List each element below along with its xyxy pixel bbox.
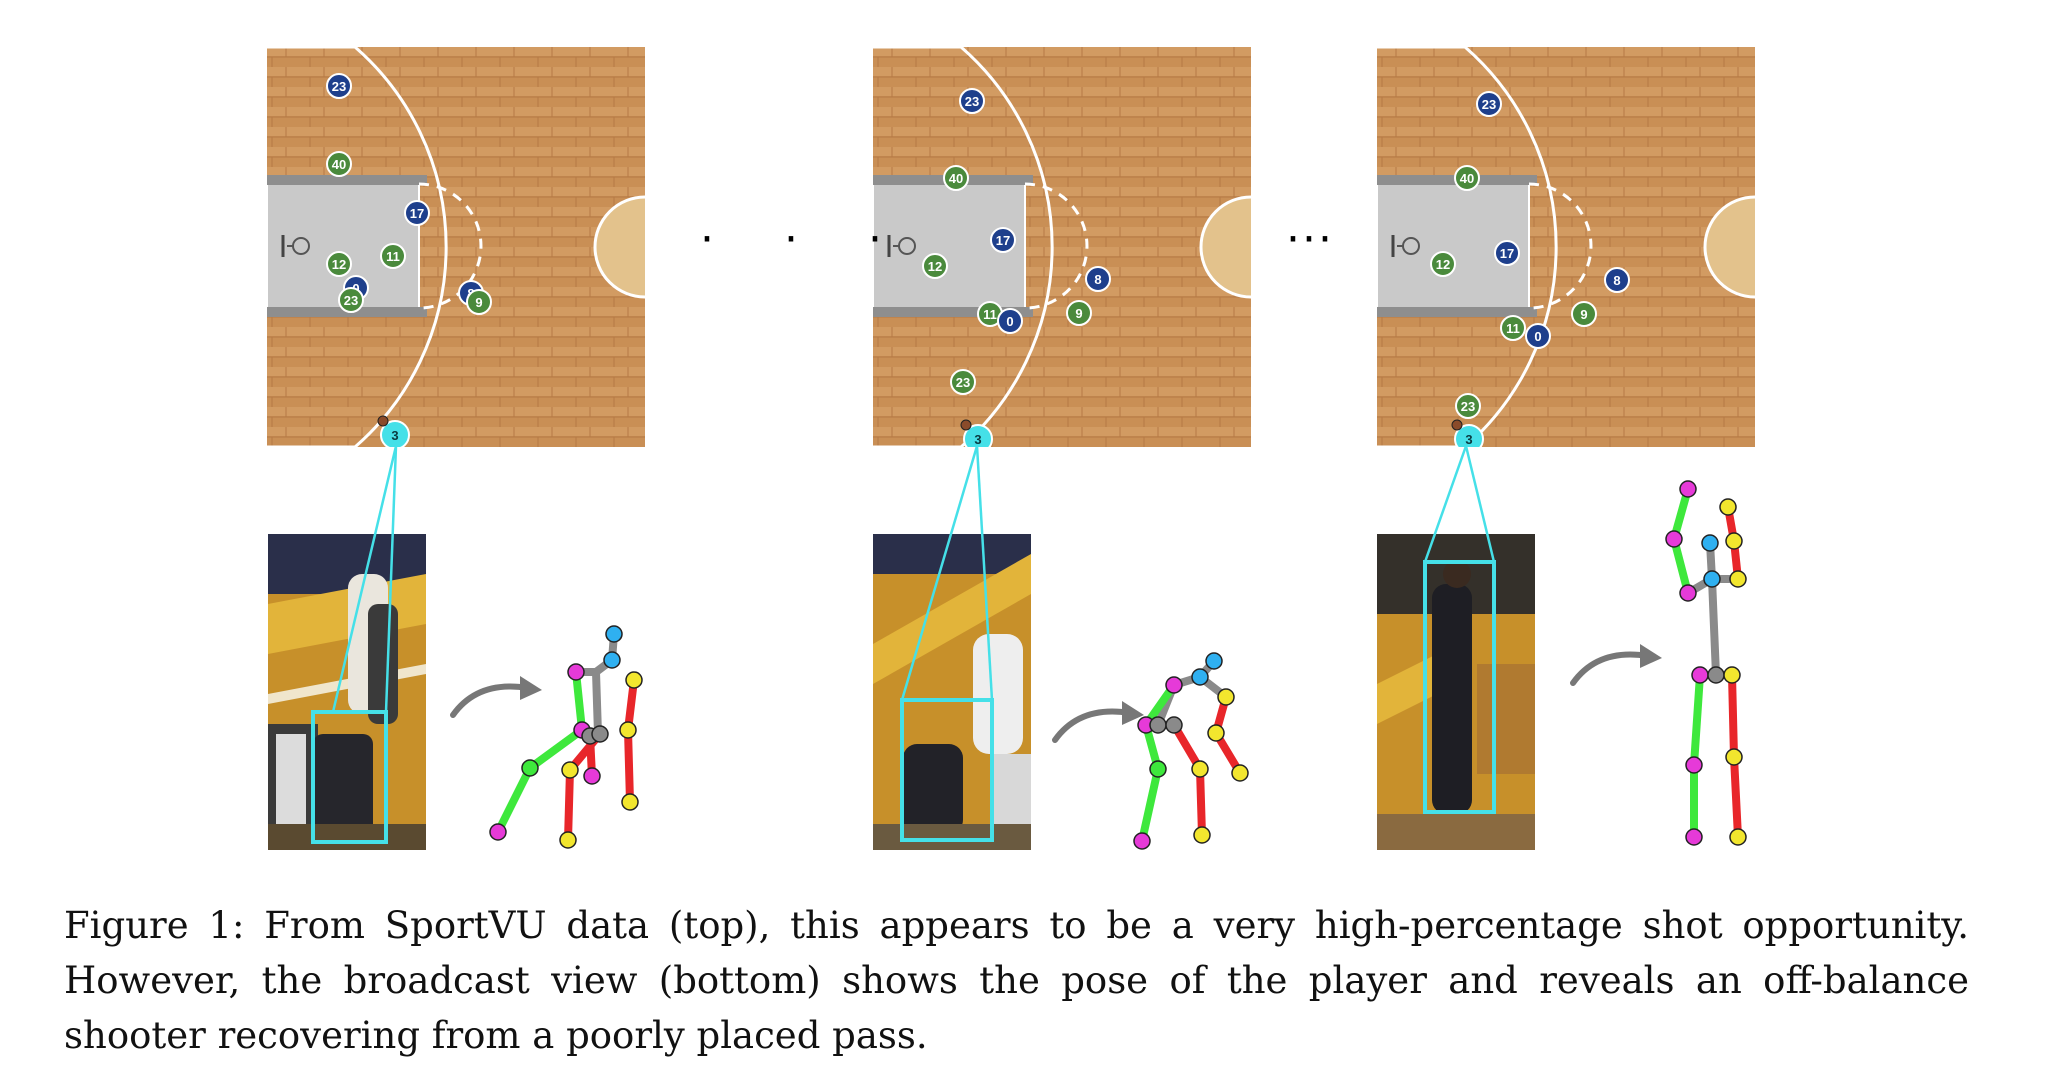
player-number-label: 3 xyxy=(974,432,981,447)
court-svg: 2340171211023893 xyxy=(267,47,645,447)
player-token-green: 23 xyxy=(1455,393,1481,419)
player-number-label: 3 xyxy=(391,428,398,443)
player-token-green: 23 xyxy=(950,369,976,395)
player-number-label: 8 xyxy=(1613,273,1620,288)
player-number-label: 11 xyxy=(386,249,400,264)
player-number-label: 9 xyxy=(1580,307,1587,322)
player-number-label: 40 xyxy=(949,171,963,186)
player-number-label: 40 xyxy=(1460,171,1474,186)
pose-skeleton-1 xyxy=(480,610,660,860)
player-token-green: 9 xyxy=(1066,300,1092,326)
curved-arrow-icon xyxy=(1052,701,1144,743)
ellipsis-separator-1: · · · xyxy=(700,214,910,265)
player-number-label: 40 xyxy=(332,157,346,172)
player-number-label: 17 xyxy=(996,233,1010,248)
player-token-green: 23 xyxy=(338,287,364,313)
player-token-green: 12 xyxy=(326,251,352,277)
player-token-green: 11 xyxy=(1500,315,1526,341)
player-number-label: 0 xyxy=(1534,329,1541,344)
player-token-green: 9 xyxy=(466,289,492,315)
player-number-label: 17 xyxy=(1500,246,1514,261)
player-number-label: 9 xyxy=(1075,306,1082,321)
court-diagram-1: 2340171211023893 xyxy=(267,47,645,447)
player-number-label: 9 xyxy=(475,295,482,310)
player-token-blue: 8 xyxy=(1604,267,1630,293)
broadcast-photo-2 xyxy=(873,534,1031,850)
player-number-label: 23 xyxy=(956,375,970,390)
court-diagram-2: 23 40 17 12 8 9 11 0 23 3 xyxy=(873,47,1251,447)
player-token-blue: 8 xyxy=(1085,266,1111,292)
player-token-blue: 17 xyxy=(990,227,1016,253)
player-number-label: 23 xyxy=(1482,97,1496,112)
player-number-label: 0 xyxy=(1006,314,1013,329)
player-token-blue: 0 xyxy=(997,308,1023,334)
player-token-blue: 17 xyxy=(1494,240,1520,266)
player-number-label: 23 xyxy=(1461,399,1475,414)
court-svg: 23 40 17 12 8 9 11 0 23 3 xyxy=(873,47,1251,447)
curved-arrow-icon xyxy=(1570,644,1662,686)
player-token-cyan: 3 xyxy=(1454,424,1484,447)
ellipsis-separator-2: ··· xyxy=(1286,214,1334,265)
player-number-label: 17 xyxy=(410,206,424,221)
player-token-blue: 23 xyxy=(1476,91,1502,117)
player-token-blue: 17 xyxy=(404,200,430,226)
player-token-green: 11 xyxy=(380,243,406,269)
player-token-blue: 23 xyxy=(959,88,985,114)
player-number-label: 3 xyxy=(1465,432,1472,447)
player-number-label: 12 xyxy=(928,259,942,274)
player-number-label: 12 xyxy=(1436,257,1450,272)
player-token-cyan: 3 xyxy=(380,420,410,447)
player-number-label: 11 xyxy=(983,307,997,322)
player-token-green: 40 xyxy=(1454,165,1480,191)
player-token-green: 40 xyxy=(326,151,352,177)
ball-icon xyxy=(377,415,389,427)
player-token-blue: 23 xyxy=(326,73,352,99)
pose-skeleton-3 xyxy=(1650,475,1770,855)
ball-icon xyxy=(960,419,972,431)
broadcast-photo-1 xyxy=(268,534,426,850)
figure-caption: Figure 1: From SportVU data (top), this … xyxy=(64,904,1969,1057)
player-token-cyan: 3 xyxy=(963,424,993,447)
player-number-label: 23 xyxy=(332,79,346,94)
court-diagram-3: 23 40 12 17 8 9 11 0 23 3 xyxy=(1377,47,1755,447)
player-number-label: 8 xyxy=(1094,272,1101,287)
player-number-label: 12 xyxy=(332,257,346,272)
player-token-green: 12 xyxy=(922,253,948,279)
court-svg: 23 40 12 17 8 9 11 0 23 3 xyxy=(1377,47,1755,447)
player-token-green: 9 xyxy=(1571,301,1597,327)
player-number-label: 23 xyxy=(965,94,979,109)
player-number-label: 11 xyxy=(1506,321,1520,336)
player-number-label: 23 xyxy=(344,293,358,308)
player-token-green: 40 xyxy=(943,165,969,191)
broadcast-photo-3 xyxy=(1377,534,1535,850)
curved-arrow-icon xyxy=(450,676,542,718)
pose-skeleton-2 xyxy=(1118,645,1278,855)
player-token-green: 12 xyxy=(1430,251,1456,277)
ball-icon xyxy=(1451,419,1463,431)
player-token-blue: 0 xyxy=(1525,323,1551,349)
